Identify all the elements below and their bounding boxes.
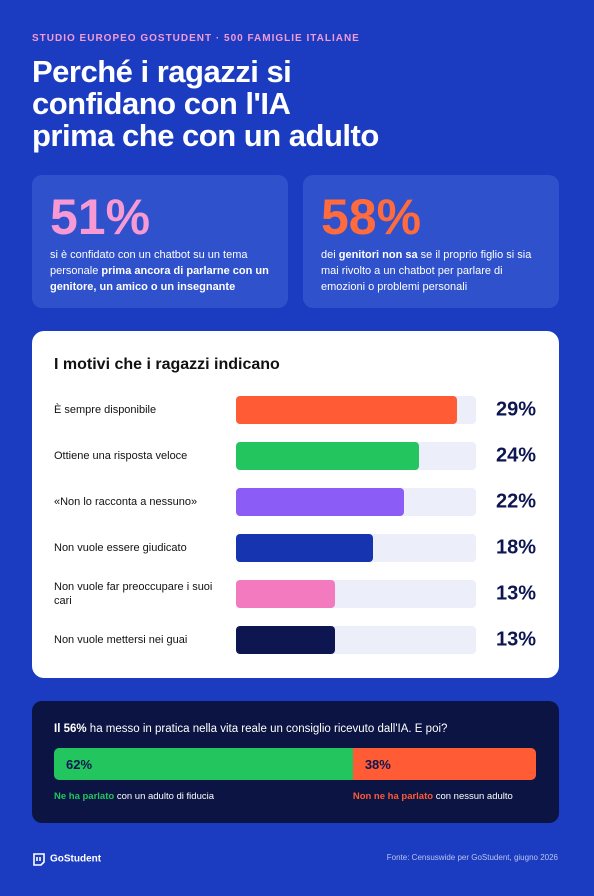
stat-card: 51% si è confidato con un chatbot su un t…: [32, 175, 288, 308]
category-label: Ottiene una risposta veloce: [54, 450, 188, 462]
split-card: Il 56% ha messo in pratica nella vita re…: [32, 701, 559, 823]
bar: [236, 442, 419, 470]
text-run: genitori non sa: [338, 249, 418, 261]
text-run: se il proprio figlio si sia mai rivolto …: [321, 249, 532, 293]
value-label: 13%: [495, 582, 536, 605]
title-line: prima che con un adulto: [32, 118, 379, 153]
stat-value: 58%: [321, 189, 422, 245]
split-segment: 38%: [352, 748, 536, 780]
legend-name: Ne ha parlato: [54, 791, 115, 802]
bar-track: [236, 626, 476, 654]
chart-card: I motivi che i ragazzi indicano È sempre…: [32, 331, 559, 678]
category-label: Non vuole far preoccupare i suoi cari: [54, 581, 213, 607]
value-label: 22%: [495, 490, 536, 513]
stat-text: si è confidato con un chatbot su un tema…: [50, 247, 270, 295]
bar-track: [236, 442, 476, 470]
split-segment: 62%: [54, 748, 353, 780]
title: Perché i ragazzi si confidano con l'IA pri…: [32, 56, 379, 152]
stat-text: dei genitori non sa se il proprio figlio…: [321, 247, 541, 295]
bar: [236, 626, 336, 654]
segment-label: 62%: [66, 757, 93, 772]
bar: [236, 488, 404, 516]
text-run: dei: [321, 249, 339, 261]
text-run: si è confidato con un chatbot su un tema…: [50, 249, 248, 277]
bar: [236, 580, 336, 608]
logo-icon: [33, 853, 45, 866]
text-run: ha messo in pratica nella vita reale un …: [86, 723, 448, 735]
category-label: «Non lo racconta a nessuno»: [54, 496, 198, 508]
value-label: 13%: [495, 628, 536, 651]
legend-entry: Non ne ha parlato con nessun adulto: [353, 791, 513, 802]
bar-track: [236, 534, 476, 562]
split-bar: 62% 38%: [54, 748, 536, 780]
kicker: STUDIO EUROPEO GOSTUDENT · 500 FAMIGLIE …: [32, 33, 360, 44]
logo-text: GoStudent: [50, 853, 102, 865]
text-run: Il 56%: [54, 723, 87, 735]
bar-track: [236, 580, 476, 608]
bar-track: [236, 488, 476, 516]
chart-title: I motivi che i ragazzi indicano: [54, 356, 280, 373]
legend-entry: Ne ha parlato con un adulto di fiducia: [54, 791, 214, 802]
category-label: Non vuole mettersi nei guai: [54, 634, 188, 646]
stat-value: 51%: [50, 189, 151, 245]
bar: [236, 396, 457, 424]
legend-note: con nessun adulto: [435, 791, 513, 802]
category-label: Non vuole essere giudicato: [54, 542, 187, 554]
text-run: prima ancora di parlarne con un genitore…: [50, 265, 269, 293]
split-title: Il 56% ha messo in pratica nella vita re…: [54, 723, 447, 735]
bar-track: [236, 396, 476, 424]
value-label: 24%: [495, 444, 536, 467]
value-label: 18%: [495, 536, 536, 559]
legend-name: Non ne ha parlato: [352, 791, 434, 802]
source: Fonte: Censuswide per GoStudent, giugno …: [386, 853, 558, 862]
category-label: È sempre disponibile: [54, 404, 157, 416]
value-label: 29%: [495, 398, 536, 421]
title-line: confidano con l'IA: [32, 86, 291, 121]
bar: [236, 534, 374, 562]
title-line: Perché i ragazzi si: [32, 54, 292, 89]
legend-note: con un adulto di fiducia: [116, 791, 215, 802]
segment-label: 38%: [364, 757, 391, 772]
logo: GoStudent: [32, 851, 101, 867]
stat-card: 58% dei genitori non sa se il proprio fig…: [303, 175, 559, 308]
